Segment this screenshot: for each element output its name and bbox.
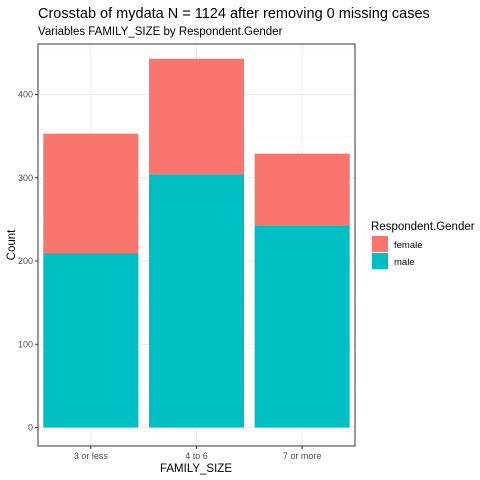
bar-male-3 <box>254 225 350 428</box>
y-tick-label: 300 <box>18 173 33 183</box>
legend: Respondent.Gender female male <box>371 221 475 269</box>
bar-female-1 <box>43 133 139 254</box>
legend-label-female: female <box>394 240 423 251</box>
legend-label-male: male <box>394 257 415 268</box>
y-tick-label: 200 <box>18 256 33 266</box>
bar-male-2 <box>148 174 245 428</box>
y-tick-label: 100 <box>18 339 33 349</box>
y-tick-label: 400 <box>18 90 33 100</box>
x-tick-label: 3 or less <box>74 451 109 461</box>
x-tick-label: 4 to 6 <box>185 451 208 461</box>
y-tick-label: 0 <box>28 423 33 433</box>
chart-title: Crosstab of mydata N = 1124 after removi… <box>38 6 430 22</box>
x-axis: 3 or less 4 to 6 7 or more <box>74 446 322 461</box>
bars <box>43 58 350 428</box>
y-axis: 0 100 200 300 400 <box>18 90 38 433</box>
x-tick-label: 7 or more <box>283 451 322 461</box>
bar-female-3 <box>254 153 350 226</box>
legend-swatch-female <box>372 236 388 252</box>
legend-swatch-male <box>372 253 388 269</box>
chart-subtitle: Variables FAMILY_SIZE by Respondent.Gend… <box>38 26 283 38</box>
bar-male-1 <box>43 253 139 428</box>
bar-female-2 <box>148 58 245 175</box>
x-axis-title: FAMILY_SIZE <box>160 463 232 475</box>
y-axis-title: Count <box>6 229 18 260</box>
legend-title: Respondent.Gender <box>371 221 475 233</box>
